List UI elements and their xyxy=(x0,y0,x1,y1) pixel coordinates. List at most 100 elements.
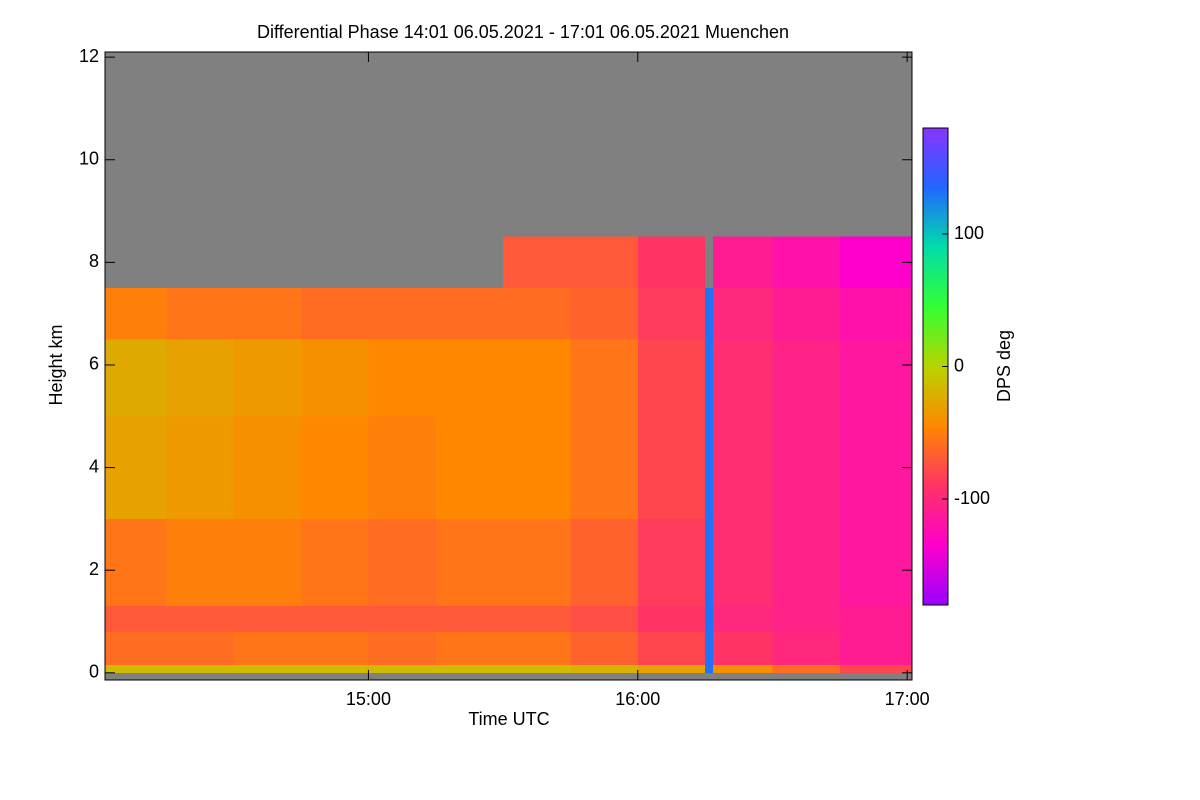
heatmap-cell xyxy=(772,288,840,340)
heatmap-cell xyxy=(570,236,638,289)
heatmap-cell xyxy=(301,665,369,673)
heatmap-cell xyxy=(301,631,369,666)
heatmap-cell xyxy=(301,606,369,632)
heatmap-cell xyxy=(839,606,912,632)
heatmap-cell xyxy=(570,339,638,417)
heatmap-cell xyxy=(570,518,638,607)
heatmap-cell xyxy=(839,665,912,673)
heatmap-cell xyxy=(637,339,706,417)
heatmap-cell xyxy=(713,518,773,607)
heatmap-cell xyxy=(772,339,840,417)
heatmap-cell xyxy=(570,665,638,673)
heatmap-cell xyxy=(233,416,302,519)
heatmap-cell xyxy=(705,518,714,607)
heatmap-cell xyxy=(503,288,571,340)
heatmap-cell xyxy=(233,288,302,340)
heatmap-cell xyxy=(233,606,302,632)
heatmap-cell xyxy=(233,665,302,673)
heatmap-cell xyxy=(772,236,840,289)
heatmap-cell xyxy=(839,288,912,340)
heatmap-cell xyxy=(637,606,706,632)
heatmap-cell xyxy=(570,416,638,519)
heatmap-cell xyxy=(713,339,773,417)
heatmap-cell xyxy=(301,518,369,607)
heatmap-cell xyxy=(705,416,714,519)
heatmap-cell xyxy=(570,631,638,666)
heatmap-cell xyxy=(166,518,234,607)
heatmap-cell xyxy=(435,631,504,666)
y-tick-label: 6 xyxy=(89,354,99,374)
heatmap-cell xyxy=(166,288,234,340)
heatmap-cell xyxy=(435,606,504,632)
heatmap-cell xyxy=(637,288,706,340)
y-tick-label: 12 xyxy=(79,46,99,66)
chart-title: Differential Phase 14:01 06.05.2021 - 17… xyxy=(257,22,789,42)
heatmap-cell xyxy=(233,631,302,666)
heatmap-cell xyxy=(570,606,638,632)
y-tick-label: 4 xyxy=(89,456,99,476)
y-tick-label: 10 xyxy=(79,148,99,168)
heatmap-cell xyxy=(772,518,840,607)
heatmap-cell xyxy=(705,631,714,666)
heatmap-cell xyxy=(637,518,706,607)
heatmap-cell xyxy=(705,665,714,673)
heatmap-cell xyxy=(105,416,167,519)
y-tick-label: 0 xyxy=(89,662,99,682)
heatmap-cell xyxy=(713,665,773,673)
y-tick-label: 8 xyxy=(89,251,99,271)
heatmap-cell xyxy=(637,236,706,289)
heatmap-cell xyxy=(705,288,714,340)
heatmap-cell xyxy=(503,606,571,632)
heatmap-cell xyxy=(166,606,234,632)
heatmap-cell xyxy=(713,416,773,519)
heatmap-cell xyxy=(503,665,571,673)
heatmap-cell xyxy=(637,631,706,666)
heatmap-cell xyxy=(713,236,773,289)
heatmap-cell xyxy=(301,288,369,340)
heatmap-cell xyxy=(301,339,369,417)
heatmap-cell xyxy=(772,665,840,673)
heatmap-cell xyxy=(435,665,504,673)
heatmap-cell xyxy=(105,288,167,340)
heatmap-cell xyxy=(637,665,706,673)
heatmap-cell xyxy=(839,236,912,289)
heatmap-cell xyxy=(839,339,912,417)
heatmap-cell xyxy=(435,416,504,519)
heatmap-cell xyxy=(503,339,571,417)
x-axis-label: Time UTC xyxy=(468,709,549,729)
colorbar-tick-label: -100 xyxy=(954,488,990,508)
heatmap-cell xyxy=(368,416,436,519)
heatmap-cell xyxy=(368,339,436,417)
heatmap-cell xyxy=(503,236,571,289)
heatmap-cell xyxy=(435,339,504,417)
heatmap-cell xyxy=(713,606,773,632)
heatmap-cell xyxy=(166,339,234,417)
heatmap-cell xyxy=(435,288,504,340)
x-tick-label: 15:00 xyxy=(346,689,391,709)
heatmap-cell xyxy=(705,606,714,632)
y-tick-label: 2 xyxy=(89,559,99,579)
x-tick-label: 16:00 xyxy=(615,689,660,709)
heatmap-cell xyxy=(233,518,302,607)
heatmap-cell xyxy=(713,288,773,340)
colorbar-tick-label: 0 xyxy=(954,355,964,375)
heatmap-cell xyxy=(105,339,167,417)
heatmap-cell xyxy=(503,416,571,519)
plot-frame xyxy=(104,51,913,681)
heatmap-cell xyxy=(105,631,167,666)
heatmap-cell xyxy=(772,631,840,666)
heatmap-cell xyxy=(233,339,302,417)
heatmap-cell xyxy=(105,665,167,673)
heatmap-cell xyxy=(435,518,504,607)
heatmap-cell xyxy=(368,665,436,673)
colorbar-tick-label: 100 xyxy=(954,223,984,243)
y-axis-label: Height km xyxy=(46,324,66,405)
heatmap-cell xyxy=(368,518,436,607)
heatmap-cell xyxy=(705,339,714,417)
heatmap-cell xyxy=(368,606,436,632)
heatmap-cell xyxy=(839,631,912,666)
heatmap-cell xyxy=(637,416,706,519)
heatmap-cell xyxy=(503,631,571,666)
heatmap-cell xyxy=(166,665,234,673)
